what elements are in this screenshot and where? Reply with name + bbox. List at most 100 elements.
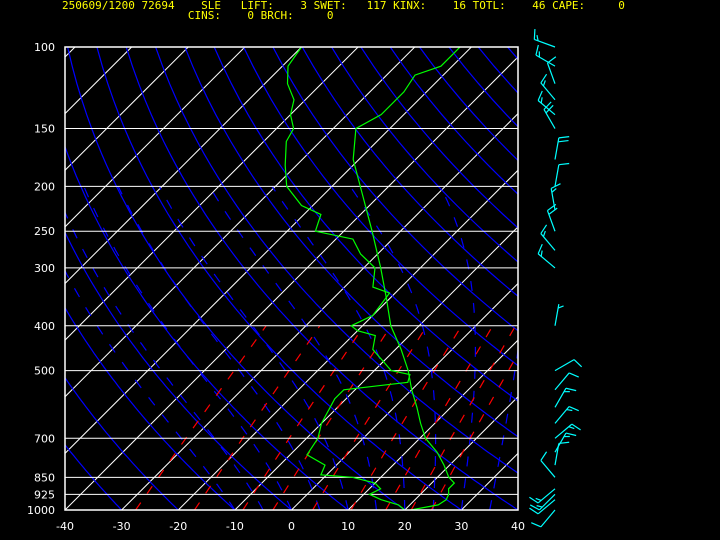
temperature-label--20: -20 — [169, 520, 187, 533]
wind-barb-staff — [554, 303, 560, 326]
wind-barb-600 — [554, 387, 577, 408]
wind-barb-feather — [558, 136, 570, 139]
wind-barb-feather — [533, 29, 536, 40]
wind-barb-feather — [535, 44, 539, 56]
wind-barb-staff — [554, 372, 570, 391]
wind-barb-925 — [529, 493, 556, 511]
wind-barb-feather — [535, 497, 542, 501]
isotherm-line — [404, 396, 518, 510]
wind-barb-staff — [537, 488, 556, 504]
wind-barb-800 — [554, 441, 570, 466]
wind-barb-feather — [573, 359, 583, 368]
pressure-label-400: 400 — [34, 320, 55, 333]
moist-adiabat-line — [117, 186, 321, 510]
wind-barb-staff — [546, 62, 556, 84]
isotherm-line — [234, 226, 518, 510]
wind-barb-feather — [529, 496, 539, 504]
wind-barb-staff — [534, 38, 556, 48]
wind-barb-feather — [557, 305, 564, 309]
wind-barb-feather — [550, 183, 561, 189]
temperature-trace — [352, 47, 461, 510]
wind-barb-200 — [554, 162, 570, 187]
dry-adiabat-line — [243, 47, 518, 367]
pressure-axis-labels: 100 150 200 250 300 400 500 700 850 925 1000 — [27, 41, 55, 517]
wind-barb-900 — [529, 488, 556, 504]
mixing-ratio-line — [135, 325, 267, 510]
wind-barb-staff — [540, 509, 556, 528]
temperature-label-20: 20 — [398, 520, 412, 533]
wind-barb-feather — [537, 90, 543, 101]
pressure-label-925: 925 — [34, 488, 55, 501]
dewpoint-trace — [284, 47, 411, 510]
wind-barb-950 — [529, 499, 556, 515]
moist-adiabat-line — [349, 186, 437, 510]
background-grid — [65, 47, 720, 510]
wind-barb-feather — [548, 207, 558, 215]
temperature-label-0: 0 — [288, 520, 295, 533]
wind-barb-staff — [535, 54, 556, 67]
pressure-label-300: 300 — [34, 262, 55, 275]
wind-barb-750 — [554, 432, 577, 453]
dry-adiabat-line — [331, 47, 518, 263]
pressure-label-850: 850 — [34, 471, 55, 484]
isotherm-line — [65, 47, 302, 285]
temperature-axis-labels: -40 -30 -20 -10 0 10 20 30 40 — [56, 520, 525, 533]
wind-barb-feather — [540, 250, 543, 257]
wind-barb-feather — [536, 505, 543, 508]
wind-barb-feather — [537, 243, 543, 255]
isotherm-line — [347, 339, 518, 510]
wind-barb-staff — [543, 109, 556, 129]
moist-adiabat-line — [83, 186, 293, 510]
wind-barb-700 — [554, 423, 581, 439]
wind-barb-feather — [565, 387, 577, 392]
wind-barb-staff — [540, 82, 556, 101]
temperature-label--40: -40 — [56, 520, 74, 533]
wind-barb-650 — [554, 405, 579, 424]
isotherm-line — [291, 282, 518, 510]
wind-barb-feather — [529, 507, 539, 515]
plot-frame — [64, 46, 519, 511]
wind-barb-feather — [542, 80, 546, 87]
pressure-label-100: 100 — [34, 41, 55, 54]
wind-barb-feather — [545, 104, 554, 114]
pressure-label-200: 200 — [34, 180, 55, 193]
temperature-label-40: 40 — [511, 520, 525, 533]
mixing-ratio-line — [242, 325, 365, 510]
wind-barb-130 — [540, 73, 556, 101]
moist-adiabat-line — [439, 186, 476, 510]
isotherm-line — [65, 47, 246, 228]
dry-adiabat-line — [596, 47, 720, 510]
sounding-header-indices-2: CINS: 0 BRCH: 0 — [62, 9, 334, 22]
wind-barb-225 — [550, 183, 561, 211]
moist-adiabat-line — [208, 186, 377, 510]
isotherm-line — [65, 47, 416, 398]
wind-barb-250 — [546, 203, 558, 232]
dry-adiabat-line — [65, 443, 123, 510]
wind-barb-feather — [531, 522, 542, 528]
isotherm-line — [177, 169, 518, 510]
moist-adiabat-line — [65, 269, 236, 510]
dry-adiabat-line — [448, 47, 518, 128]
wind-barb-staff — [554, 406, 570, 424]
sounding-traces — [284, 47, 461, 510]
dry-adiabat-line — [507, 47, 518, 60]
isotherm-line — [65, 47, 359, 341]
wind-barb-staff — [540, 460, 556, 478]
dry-adiabat-line — [566, 47, 720, 510]
dry-adiabat-line — [213, 47, 518, 402]
wind-barb-500 — [554, 359, 583, 372]
wind-barb-feather — [558, 139, 569, 143]
temperature-label--10: -10 — [226, 520, 244, 533]
wind-barb-1000 — [531, 509, 556, 528]
pressure-label-150: 150 — [34, 123, 55, 136]
plot-border — [64, 46, 519, 511]
wind-barb-feather — [568, 405, 579, 412]
temperature-label-10: 10 — [341, 520, 355, 533]
pressure-label-500: 500 — [34, 365, 55, 378]
wind-barb-feather — [540, 224, 548, 234]
dry-adiabat-line — [537, 47, 720, 510]
wind-barb-staff — [554, 164, 560, 187]
wind-barb-feather — [540, 451, 548, 461]
pressure-label-700: 700 — [34, 432, 55, 445]
